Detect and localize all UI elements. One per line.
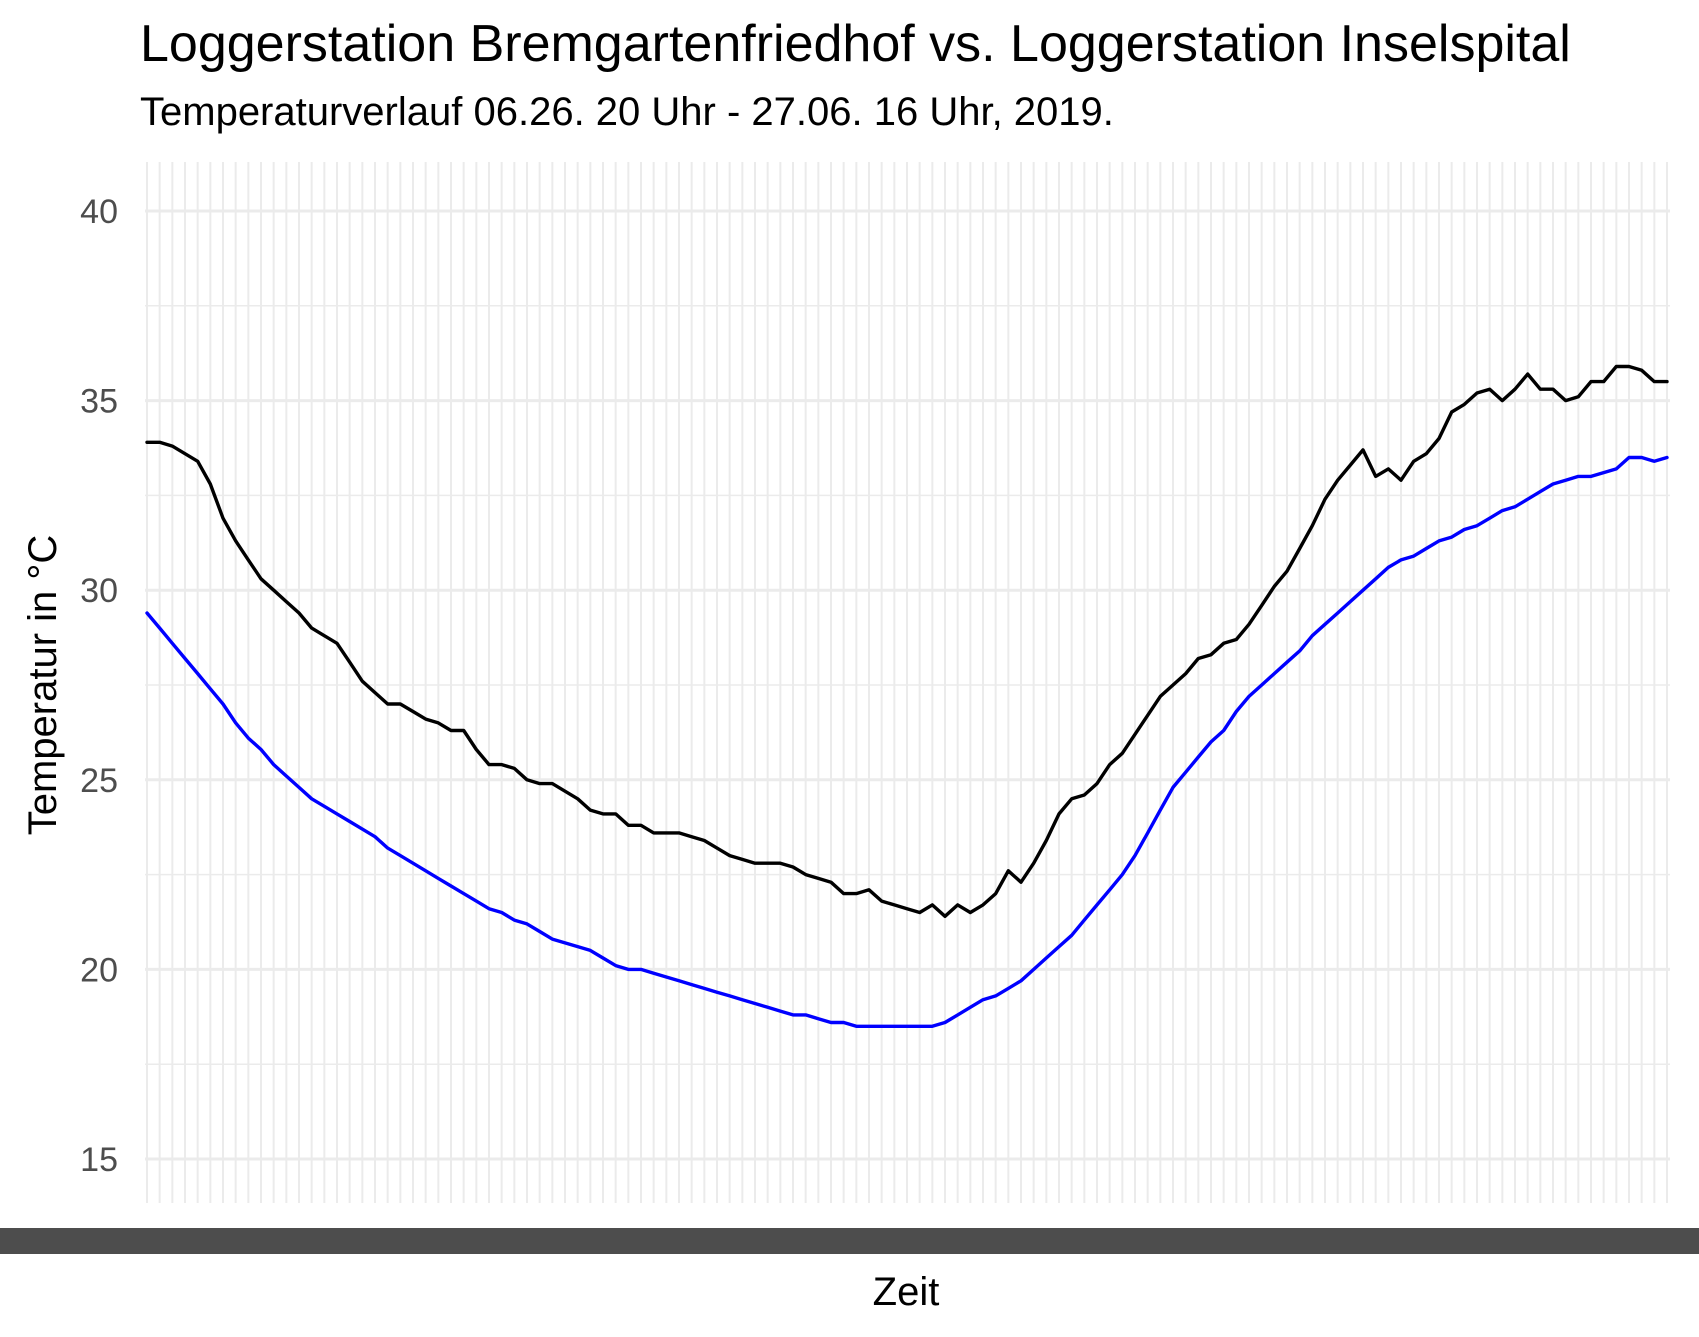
y-tick-label: 40 xyxy=(80,193,118,231)
y-tick-label: 25 xyxy=(80,762,118,800)
series-lines xyxy=(145,364,1669,1029)
y-tick-labels: 15 20 25 30 35 40 xyxy=(80,193,118,1179)
y-tick-label: 15 xyxy=(80,1141,118,1179)
major-gridlines xyxy=(145,209,1670,1161)
x-tick-labels xyxy=(0,1228,1699,1254)
chart-title: Loggerstation Bremgartenfriedhof vs. Log… xyxy=(140,15,1571,73)
chart-subtitle: Temperaturverlauf 06.26. 20 Uhr - 27.06.… xyxy=(140,90,1114,134)
y-tick-label: 35 xyxy=(80,383,118,421)
series-line-2 xyxy=(145,455,1669,1029)
x-axis-title: Zeit xyxy=(873,1270,940,1314)
x-tick-label-band xyxy=(0,1228,1699,1254)
y-tick-label: 20 xyxy=(80,951,118,989)
minor-gridlines xyxy=(145,162,1670,1203)
y-tick-label: 30 xyxy=(80,572,118,610)
y-axis-title: Temperatur in °C xyxy=(21,535,65,836)
series-line-1 xyxy=(145,364,1669,918)
